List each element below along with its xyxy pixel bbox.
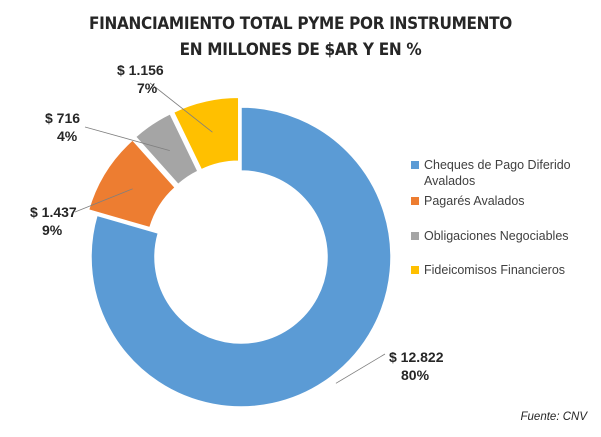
slice-obligaciones-leader-line [84, 126, 170, 152]
slice-fideicomisos-leader-line [149, 82, 213, 133]
slice-fideicomisos [172, 96, 240, 171]
slice-cheques [90, 106, 392, 408]
data-label-cheques: $ 12.822 80% [389, 348, 444, 384]
chart-title-line-2: EN MILLONES DE $AR Y EN % [179, 40, 422, 60]
slice-pagares [87, 138, 177, 229]
data-label-fideicomisos-value: $ 1.156 [117, 62, 164, 78]
data-label-pagares: $ 1.437 9% [30, 203, 77, 239]
legend-swatch-cheques [411, 161, 419, 169]
data-label-cheques-value: $ 12.822 [389, 349, 444, 365]
slice-cheques-leader-line [335, 353, 386, 384]
data-label-fideicomisos-percent: 7% [137, 80, 158, 96]
legend-swatch-obligaciones [411, 232, 419, 240]
legend-item-cheques: Cheques de Pago Diferido Avalados [411, 157, 594, 189]
legend-item-fideicomisos: Fideicomisos Financieros [411, 262, 566, 278]
legend-label-fideicomisos: Fideicomisos Financieros [424, 263, 566, 277]
chart-title-line-1: FINANCIAMIENTO TOTAL PYME POR INSTRUMENT… [88, 14, 512, 34]
data-label-obligaciones-percent: 4% [57, 128, 78, 144]
data-label-pagares-percent: 9% [42, 222, 63, 238]
data-label-obligaciones-value: $ 716 [45, 110, 81, 126]
legend-label-obligaciones: Obligaciones Negociables [424, 229, 569, 243]
legend-swatch-fideicomisos [411, 266, 419, 274]
data-label-obligaciones: $ 716 4% [45, 109, 80, 145]
legend-item-obligaciones: Obligaciones Negociables [411, 228, 569, 244]
legend-label-cheques: Cheques de Pago Diferido Avalados [424, 158, 571, 188]
data-label-fideicomisos: $ 1.156 7% [117, 61, 164, 97]
source-note: Fuente: CNV [520, 411, 587, 423]
legend-item-pagares: Pagarés Avalados [411, 193, 525, 209]
slice-obligaciones [134, 112, 200, 186]
legend-swatch-pagares [411, 197, 419, 205]
slice-pagares-leader-line [74, 188, 133, 213]
data-label-pagares-value: $ 1.437 [30, 204, 77, 220]
data-label-cheques-percent: 80% [401, 367, 430, 383]
legend-label-pagares: Pagarés Avalados [424, 194, 525, 208]
